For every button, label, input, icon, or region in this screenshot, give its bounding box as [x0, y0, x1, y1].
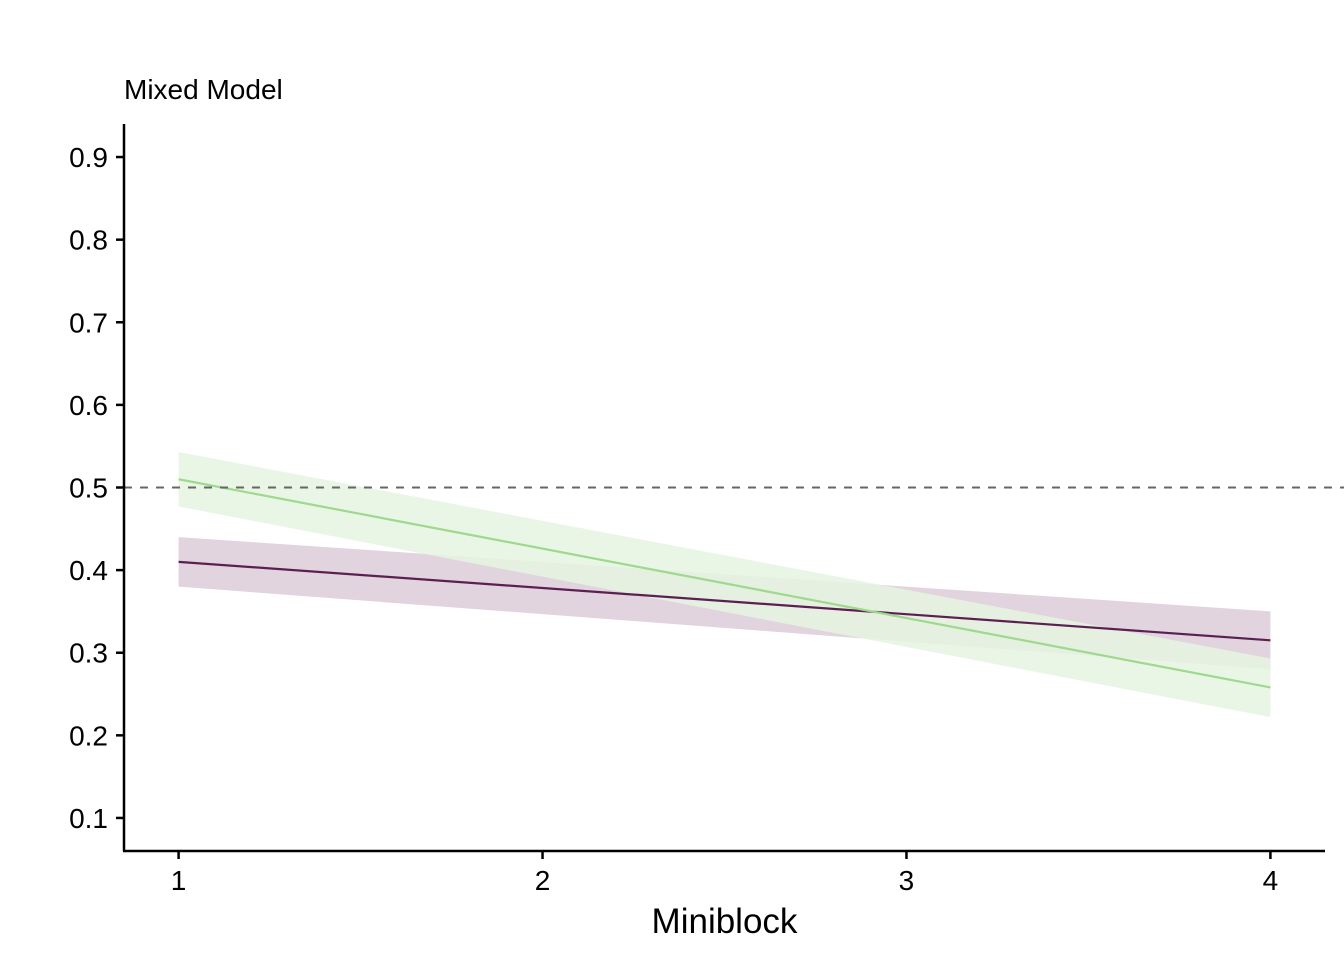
- y-tick-label: 0.2: [69, 720, 108, 751]
- y-tick-label: 0.1: [69, 803, 108, 834]
- x-axis-title: Miniblock: [652, 902, 798, 941]
- y-tick-label: 0.3: [69, 638, 108, 669]
- series-2-confidence-band: [178, 451, 1271, 718]
- y-tick-label: 0.4: [69, 555, 108, 586]
- x-axis-ticks: 1 2 3 4: [171, 851, 1278, 896]
- x-tick-label: 2: [535, 865, 551, 896]
- x-tick-label: 4: [1263, 865, 1279, 896]
- x-tick-label: 1: [171, 865, 187, 896]
- y-tick-label: 0.6: [69, 390, 108, 421]
- y-tick-label: 0.9: [69, 142, 108, 173]
- series-2-line: [178, 478, 1271, 689]
- series-1-line: [178, 560, 1271, 642]
- series-lines: [178, 478, 1271, 689]
- y-tick-label: 0.7: [69, 307, 108, 338]
- y-tick-label: 0.8: [69, 225, 108, 256]
- x-tick-label: 3: [899, 865, 915, 896]
- confidence-bands: [178, 451, 1271, 718]
- y-tick-label: 0.5: [69, 473, 108, 504]
- y-axis-ticks: 0.1 0.2 0.3 0.4 0.5 0.6 0.7 0.8 0.9: [69, 142, 124, 834]
- chart-subtitle: Mixed Model: [124, 74, 283, 105]
